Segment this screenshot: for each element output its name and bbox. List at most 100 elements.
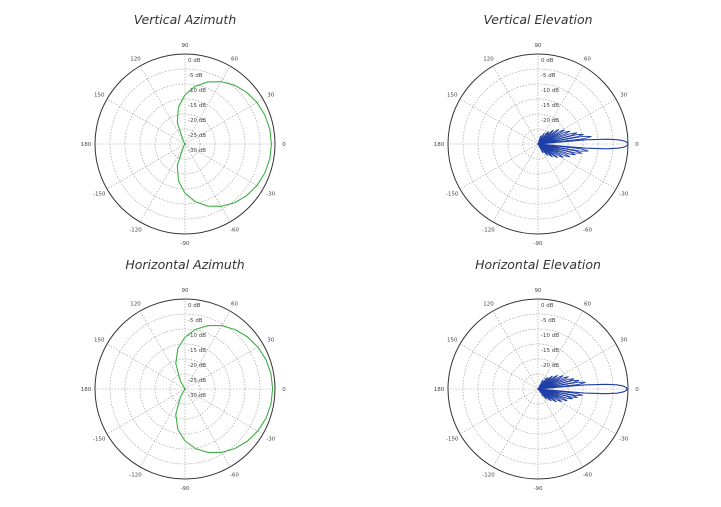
side-lobe: [537, 131, 549, 145]
angle-tick-label: -120: [129, 473, 142, 479]
grid-spoke: [184, 388, 264, 435]
radial-tick-label: -15 dB: [188, 103, 206, 109]
angle-tick-label: 30: [267, 93, 274, 99]
grid-spoke: [106, 98, 186, 145]
radial-tick-label: -5 dB: [188, 318, 203, 324]
angle-tick-label: -120: [129, 228, 142, 234]
main-lobe: [537, 138, 629, 150]
side-lobe: [537, 388, 557, 403]
angle-tick-label: 180: [434, 387, 445, 393]
angle-tick-label: -150: [93, 437, 106, 443]
angle-tick-label: 90: [182, 288, 189, 294]
side-lobe: [537, 133, 545, 145]
angle-tick-label: 120: [483, 301, 494, 307]
angle-tick-label: 150: [94, 93, 105, 99]
grid-spoke: [459, 343, 539, 390]
angle-tick-label: 30: [267, 338, 274, 344]
grid-spoke: [139, 65, 186, 145]
angle-tick-label: 180: [81, 387, 92, 393]
angle-tick-label: 0: [635, 387, 639, 393]
radial-tick-label: -10 dB: [188, 333, 206, 339]
angle-tick-label: -90: [181, 241, 190, 247]
angle-tick-label: -30: [619, 192, 628, 198]
chart-horizontal-elevation: Horizontal Elevation 90 60 30 0 -30 -60 -90 -12…: [378, 257, 698, 507]
side-lobe: [537, 143, 553, 158]
chart-vertical-azimuth: Vertical Azimuth 90 60 30 0 -30 -60 -90 -120 -15…: [25, 12, 345, 262]
grid-spoke: [184, 143, 264, 190]
angle-tick-label: -60: [583, 473, 592, 479]
side-lobe: [537, 129, 554, 145]
side-lobe: [537, 128, 560, 145]
angle-tick-label: -60: [230, 473, 239, 479]
angle-tick-label: -60: [230, 228, 239, 234]
angle-tick-label: 90: [535, 43, 542, 49]
angle-tick-label: 120: [483, 56, 494, 62]
radial-tick-label: -15 dB: [541, 348, 559, 354]
radial-tick-label: -25 dB: [188, 378, 206, 384]
grid-spoke: [184, 143, 231, 223]
side-lobe: [537, 388, 573, 400]
grid-spoke: [492, 310, 539, 390]
angle-tick-label: 30: [620, 338, 627, 344]
side-lobe: [537, 143, 564, 158]
outer-circle: [94, 53, 276, 235]
grid-spoke: [184, 65, 231, 145]
chart-title: Vertical Elevation: [483, 12, 593, 27]
polar-plot: 90 60 30 0 -30 -60 -90 -120 -150 180 150 120 0 dB -5 …: [81, 288, 287, 492]
side-lobe: [537, 388, 548, 400]
grid-spoke: [139, 143, 186, 223]
angle-tick-label: -150: [446, 437, 459, 443]
grid-spoke: [106, 388, 186, 435]
chart-horizontal-azimuth: Horizontal Azimuth 90 60 30 0 -30 -60 -90 -120 -…: [25, 257, 345, 507]
angle-tick-label: -30: [619, 437, 628, 443]
angle-tick-label: 180: [434, 142, 445, 148]
radial-tick-label: -20 dB: [541, 363, 559, 369]
radial-tick-label: 0 dB: [188, 58, 201, 64]
angle-tick-label: 0: [635, 142, 639, 148]
side-lobe: [537, 143, 576, 156]
angle-tick-label: 0: [282, 387, 286, 393]
radial-tick-label: -10 dB: [188, 88, 206, 94]
grid-spoke: [537, 65, 584, 145]
radial-tick-label: -30 dB: [188, 148, 206, 154]
angle-tick-label: -60: [583, 228, 592, 234]
chart-title: Horizontal Elevation: [475, 257, 601, 272]
radial-tick-label: -15 dB: [541, 103, 559, 109]
radial-tick-label: -25 dB: [188, 133, 206, 139]
chart-title: Horizontal Azimuth: [125, 257, 245, 272]
angle-tick-label: -120: [482, 473, 495, 479]
angle-tick-label: -90: [534, 241, 543, 247]
angle-tick-label: -150: [93, 192, 106, 198]
side-lobe: [537, 375, 553, 390]
pattern-series-line: [175, 325, 274, 453]
angle-tick-label: 150: [447, 338, 458, 344]
grid-spoke: [492, 143, 539, 223]
angle-tick-label: -120: [482, 228, 495, 234]
angle-tick-label: 150: [447, 93, 458, 99]
angle-tick-label: 120: [130, 301, 141, 307]
angle-tick-label: -150: [446, 192, 459, 198]
angle-tick-label: 120: [130, 56, 141, 62]
side-lobe: [537, 130, 571, 145]
side-lobe: [537, 388, 563, 403]
side-lobe: [537, 378, 575, 390]
radial-tick-label: 0 dB: [188, 303, 201, 309]
outer-circle: [94, 298, 276, 480]
side-lobe: [537, 129, 565, 145]
radial-tick-label: -5 dB: [188, 73, 203, 79]
radial-tick-label: -15 dB: [188, 348, 206, 354]
angle-tick-label: -90: [181, 486, 190, 492]
side-lobe: [537, 143, 558, 159]
grid-spoke: [106, 143, 186, 190]
side-lobe: [537, 374, 558, 390]
angle-tick-label: 180: [81, 142, 92, 148]
radial-tick-label: -10 dB: [541, 88, 559, 94]
radial-tick-label: -20 dB: [188, 118, 206, 124]
angle-tick-label: 0: [282, 142, 286, 148]
side-lobe: [537, 135, 542, 145]
grid-spoke: [537, 143, 584, 223]
angle-tick-label: 150: [94, 338, 105, 344]
grid-spoke: [492, 65, 539, 145]
angle-tick-label: 60: [584, 301, 591, 307]
side-lobe: [537, 377, 549, 390]
